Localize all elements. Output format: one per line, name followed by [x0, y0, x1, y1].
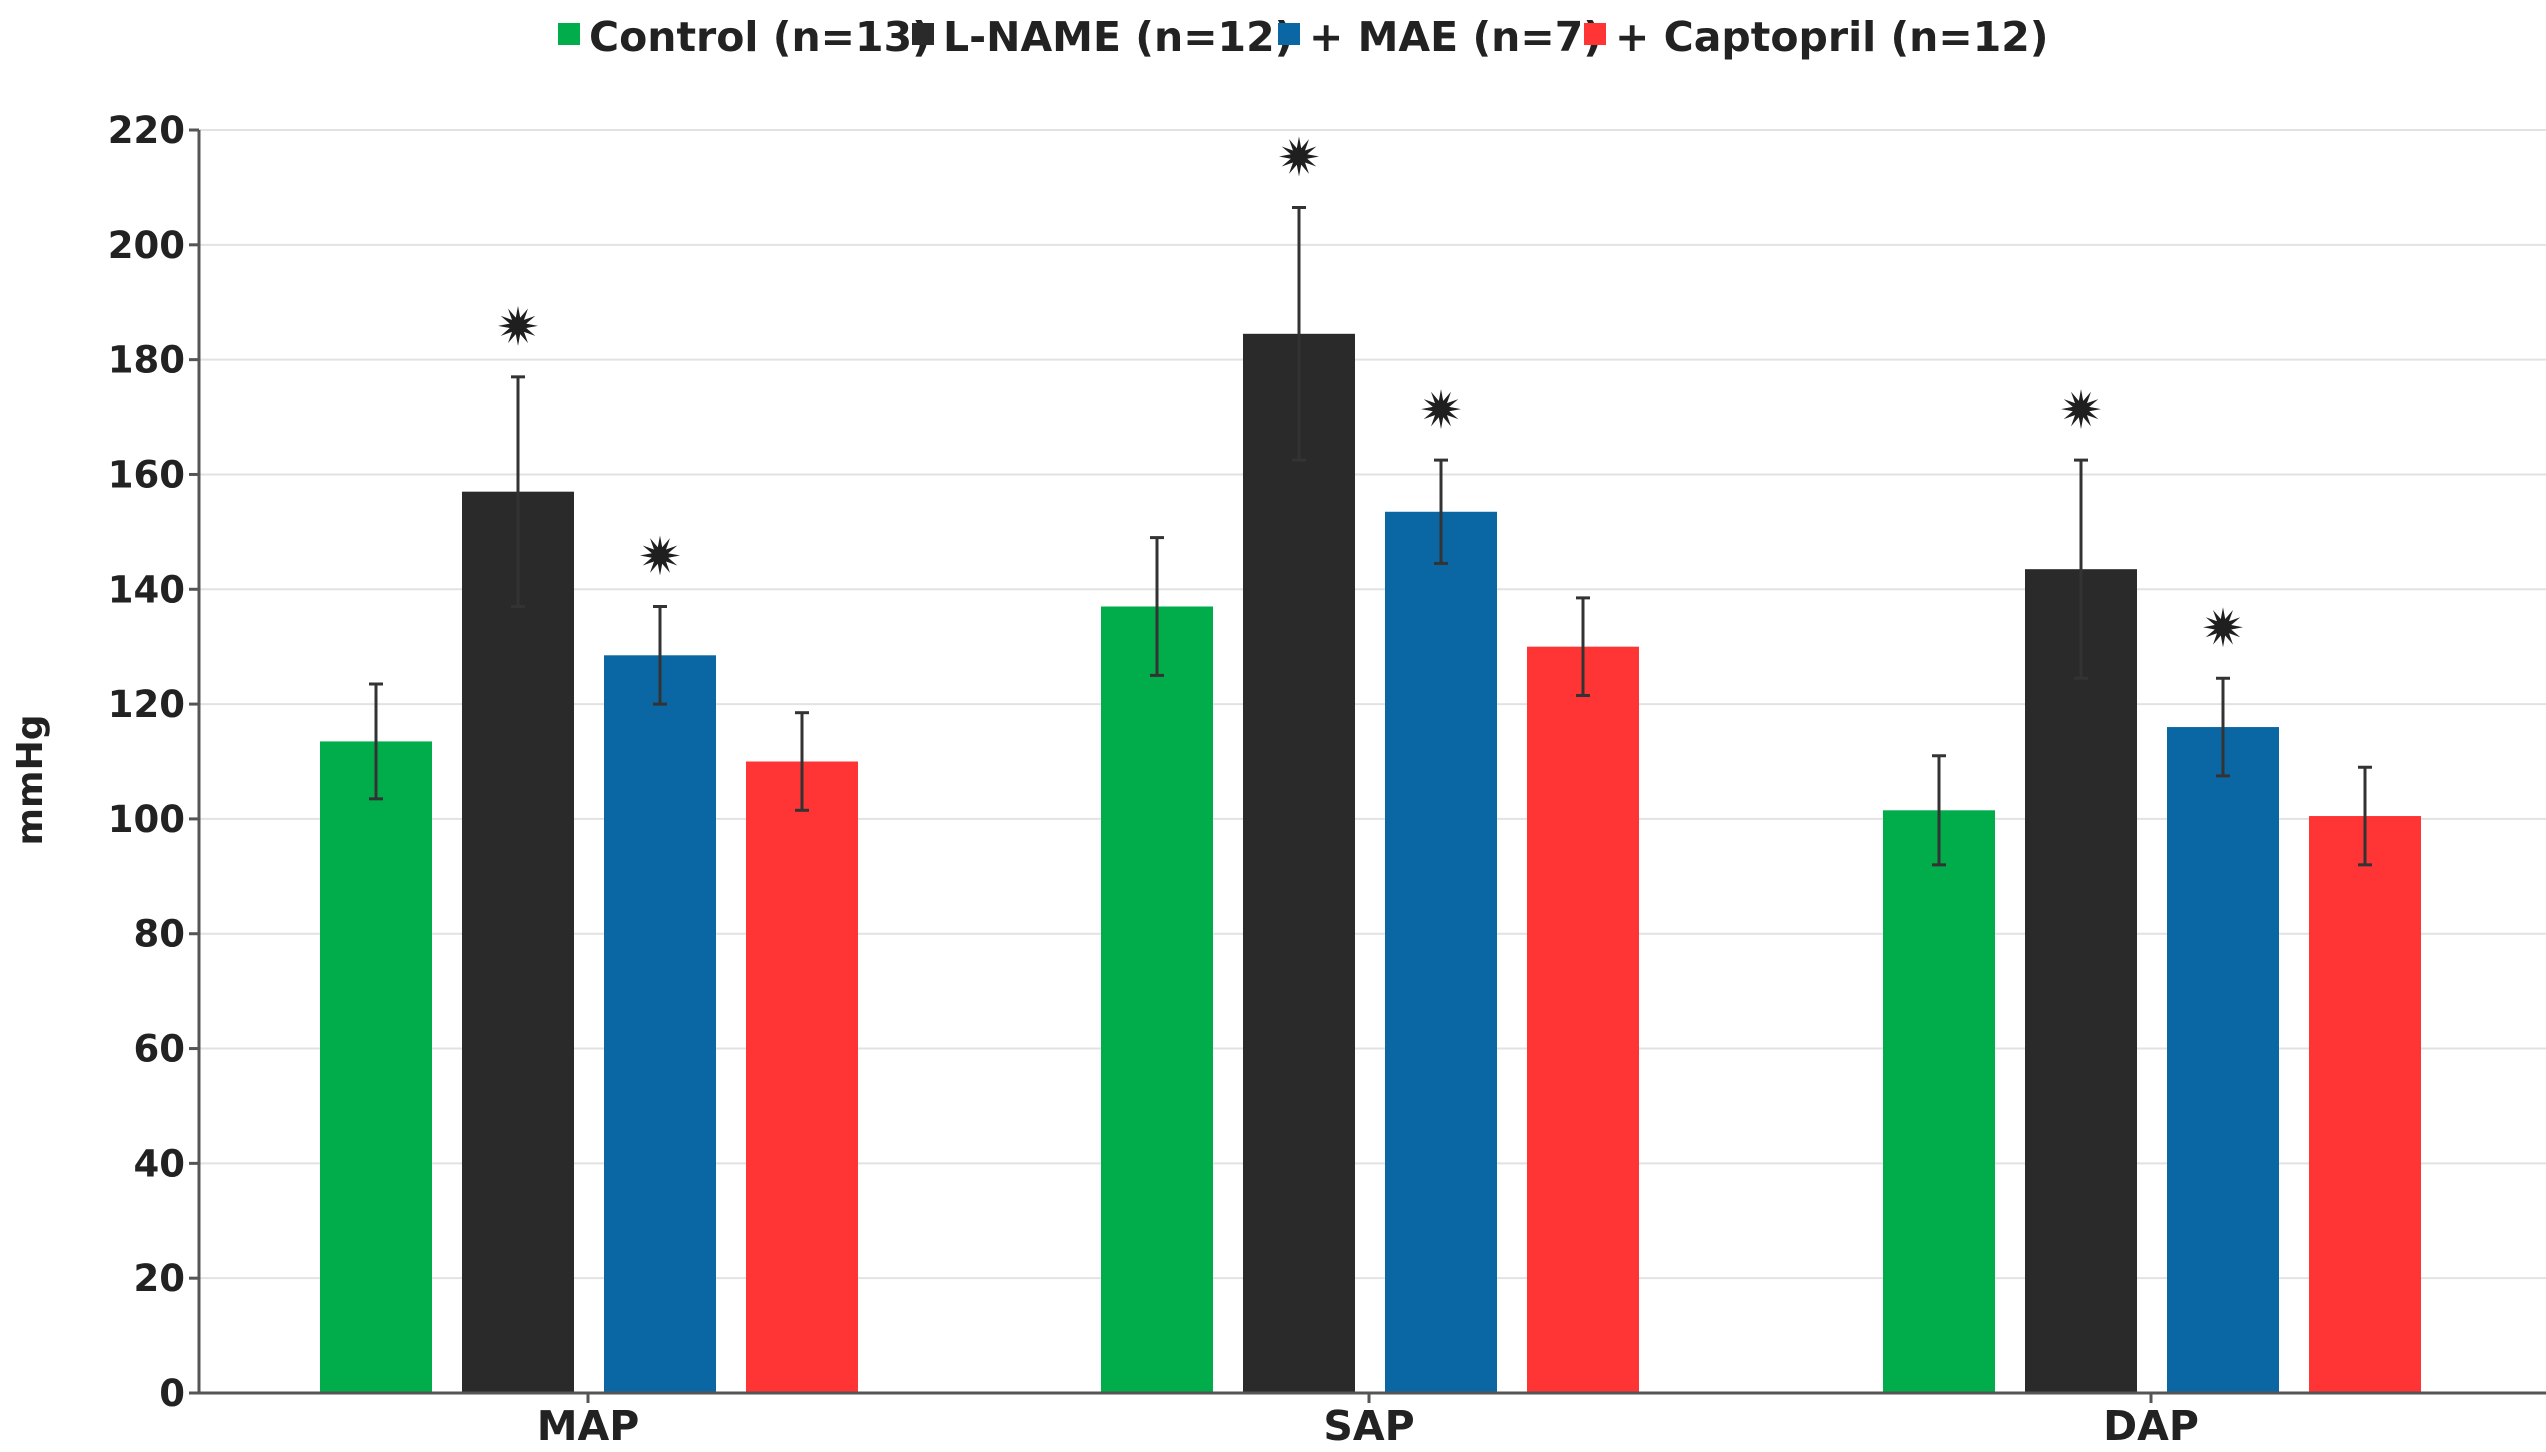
legend: Control (n=13) L-NAME (n=12) + MAE (n=7) + …	[558, 13, 2049, 61]
category-label-dap: DAP	[2103, 1402, 2199, 1450]
y-tick-label-220: 220	[108, 109, 185, 152]
legend-swatch	[912, 23, 934, 45]
y-tick-label-180: 180	[108, 339, 185, 382]
significance-star-icon	[1421, 389, 1461, 430]
y-tick-label-160: 160	[108, 453, 185, 496]
legend-item-l-name-n-12: L-NAME (n=12)	[912, 13, 1293, 61]
legend-swatch	[1278, 23, 1300, 45]
bar-dap-control-n-13	[1883, 810, 1995, 1393]
y-tick-label-0: 0	[159, 1372, 185, 1415]
y-tick-label-120: 120	[108, 683, 185, 726]
bar-group-map	[320, 305, 858, 1394]
significance-star-icon	[1279, 136, 1319, 177]
bar-sap-l-name-n-12	[1243, 333, 1355, 1394]
significance-star-icon	[2061, 389, 2101, 430]
y-tick-label-60: 60	[134, 1028, 186, 1071]
bar-sap-mae-n-7	[1385, 511, 1497, 1393]
category-label-sap: SAP	[1323, 1402, 1414, 1450]
legend-swatch	[558, 23, 580, 45]
bar-group-dap	[1883, 389, 2421, 1393]
legend-item-mae-n-7: + MAE (n=7)	[1278, 13, 1602, 61]
gridlines	[199, 129, 2546, 1280]
legend-label: + Captopril (n=12)	[1615, 13, 2049, 61]
bar-sap-captopril-n-12	[1527, 646, 1639, 1393]
legend-item-captopril-n-12: + Captopril (n=12)	[1584, 13, 2049, 61]
category-label-map: MAP	[537, 1402, 640, 1450]
legend-label: L-NAME (n=12)	[943, 13, 1293, 61]
bar-dap-captopril-n-12	[2309, 816, 2421, 1393]
legend-label: + MAE (n=7)	[1309, 13, 1602, 61]
bar-sap-control-n-13	[1101, 606, 1213, 1393]
y-axis-ticks: 0 20 40 60 80 100 120 140 160 180 200 220	[108, 109, 199, 1415]
bar-map-control-n-13	[320, 741, 432, 1393]
bar-group-sap	[1101, 136, 1639, 1394]
bar-map-mae-n-7	[604, 655, 716, 1393]
y-tick-label-100: 100	[108, 798, 185, 841]
significance-star-icon	[2203, 607, 2243, 648]
x-axis-labels: MAP SAP DAP	[537, 1393, 2199, 1450]
legend-item-control-n-13: Control (n=13)	[558, 13, 931, 61]
axes	[197, 130, 2546, 1395]
significance-star-icon	[640, 535, 680, 576]
legend-swatch	[1584, 23, 1606, 45]
bar-dap-mae-n-7	[2167, 727, 2279, 1393]
y-axis-title: mmHg	[10, 715, 51, 846]
y-tick-label-200: 200	[108, 224, 185, 267]
significance-star-icon	[498, 305, 538, 346]
bar-map-l-name-n-12	[462, 491, 574, 1394]
y-tick-label-20: 20	[134, 1257, 186, 1300]
y-tick-label-80: 80	[134, 913, 186, 956]
bar-series	[320, 136, 2421, 1394]
bar-map-captopril-n-12	[746, 761, 858, 1393]
legend-label: Control (n=13)	[589, 13, 931, 61]
bar-dap-l-name-n-12	[2025, 569, 2137, 1393]
y-tick-label-140: 140	[108, 568, 185, 611]
y-tick-label-40: 40	[134, 1142, 186, 1185]
